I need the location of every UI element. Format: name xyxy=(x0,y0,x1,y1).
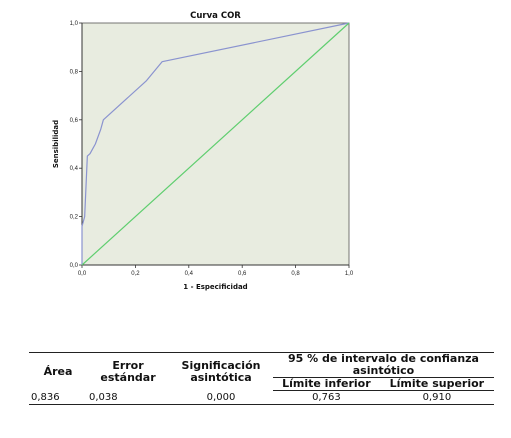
header-lower: Límite inferior xyxy=(273,377,380,391)
stats-table: Área Error estándar Significación asintó… xyxy=(29,352,494,405)
roc-chart-svg: 0,0 0,2 0,4 0,6 0,8 1,0 0,0 0,2 0,4 0,6 0,8 1,0 Cu… xyxy=(52,11,354,291)
cell-upper: 0,910 xyxy=(379,390,494,405)
x-axis-title: 1 - Especificidad xyxy=(183,283,247,291)
table-subheader-row: Límite inferior Límite superior xyxy=(29,377,494,391)
header-significance: Significación asintótica xyxy=(169,352,273,391)
cell-area: 0,836 xyxy=(29,390,87,405)
y-tick-label: 0,0 xyxy=(70,263,79,269)
y-ticks: 0,0 0,2 0,4 0,6 0,8 1,0 xyxy=(70,21,82,269)
roc-chart: 0,0 0,2 0,4 0,6 0,8 1,0 0,0 0,2 0,4 0,6 0,8 1,0 Cu… xyxy=(52,11,354,291)
table-row: 0,836 0,038 0,000 0,763 0,910 xyxy=(29,390,494,405)
header-upper: Límite superior xyxy=(379,377,494,391)
y-axis-title: Sensibilidad xyxy=(52,120,60,168)
reference-diagonal-line xyxy=(81,22,350,266)
x-tick-label: 1,0 xyxy=(345,271,354,277)
y-tick-label: 1,0 xyxy=(70,21,79,27)
header-area: Área xyxy=(29,352,87,391)
x-ticks: 0,0 0,2 0,4 0,6 0,8 1,0 xyxy=(78,265,354,277)
cell-lower: 0,763 xyxy=(273,390,380,405)
roc-curve-line xyxy=(81,22,350,265)
chart-title: Curva COR xyxy=(190,11,241,21)
y-tick-label: 0,8 xyxy=(70,69,79,75)
cell-significance: 0,000 xyxy=(169,390,273,405)
x-tick-label: 0,6 xyxy=(238,271,247,277)
series-group xyxy=(81,22,350,266)
cell-error: 0,038 xyxy=(87,390,169,405)
y-tick-label: 0,2 xyxy=(70,215,79,221)
x-tick-label: 0,2 xyxy=(131,271,140,277)
x-tick-label: 0,0 xyxy=(78,271,87,277)
x-tick-label: 0,4 xyxy=(185,271,194,277)
header-interval: 95 % de intervalo de confianza asintótic… xyxy=(273,352,494,378)
x-tick-label: 0,8 xyxy=(291,271,300,277)
table-header-row: Área Error estándar Significación asintó… xyxy=(29,352,494,391)
y-tick-label: 0,4 xyxy=(70,166,79,172)
y-tick-label: 0,6 xyxy=(70,118,79,124)
header-error: Error estándar xyxy=(87,352,169,391)
